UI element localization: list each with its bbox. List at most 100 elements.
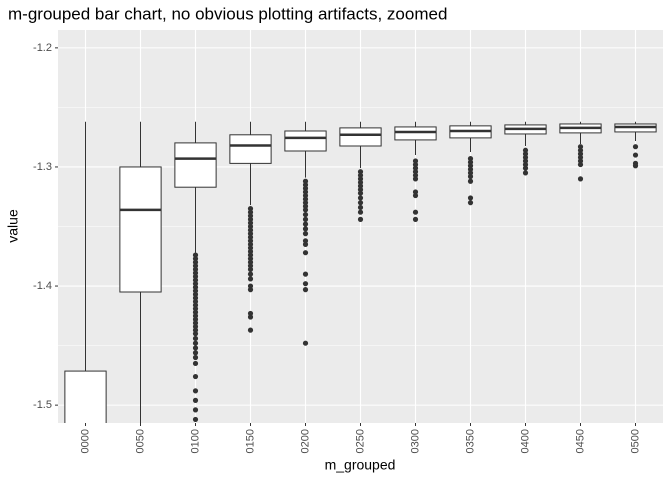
outlier (412, 161, 419, 168)
outlier (192, 291, 199, 297)
outlier (357, 186, 364, 193)
outlier (577, 144, 584, 150)
outlier (192, 302, 199, 308)
outlier (522, 170, 529, 176)
outlier (192, 345, 199, 351)
outlier (412, 189, 419, 195)
outlier (522, 161, 529, 168)
x-tick-label: 0250 (354, 429, 366, 453)
outlier (302, 185, 309, 191)
outlier (467, 166, 474, 172)
box (339, 127, 382, 147)
x-tick-label: 0450 (574, 429, 586, 453)
outlier (192, 316, 199, 322)
axes: -1.5 -1.4 -1.3 -1.2 0000 0050 0100 0150 0200 0250… (33, 42, 641, 454)
x-tick-label: 0400 (519, 429, 531, 453)
outlier (247, 263, 254, 269)
x-tick-label: 0100 (189, 429, 201, 453)
outlier (192, 397, 199, 403)
outlier (577, 147, 584, 153)
marks (64, 121, 657, 423)
x-tick-label: 0300 (409, 429, 421, 453)
outlier (302, 238, 309, 244)
outlier (577, 151, 584, 157)
outlier (522, 165, 529, 171)
outlier (247, 287, 254, 293)
outlier (632, 144, 639, 150)
outlier (357, 204, 364, 211)
outlier (357, 200, 364, 206)
outlier (357, 172, 364, 178)
outlier (357, 190, 364, 196)
outlier (192, 284, 199, 290)
outlier (192, 295, 199, 301)
outlier (192, 259, 199, 265)
outlier (577, 176, 584, 182)
y-tick-label: -1.3 (33, 161, 52, 173)
box (119, 166, 162, 293)
outlier (302, 250, 309, 256)
outlier (192, 277, 199, 283)
outlier (357, 179, 364, 186)
outlier (357, 195, 364, 201)
outlier (302, 182, 309, 188)
outlier (247, 220, 254, 226)
outlier (192, 256, 199, 262)
outlier (247, 266, 254, 272)
box (229, 134, 272, 164)
outlier (467, 178, 474, 184)
outlier (247, 245, 254, 251)
outlier (412, 216, 419, 222)
outlier (412, 176, 419, 182)
outlier (247, 213, 254, 219)
outlier (467, 163, 474, 169)
outlier (302, 207, 309, 213)
x-axis-title: m_grouped (325, 457, 396, 473)
outlier (302, 241, 309, 247)
outlier (192, 350, 199, 356)
outlier (192, 252, 199, 258)
outlier (467, 173, 474, 180)
outlier (192, 388, 199, 394)
outlier (192, 373, 199, 380)
outlier (247, 283, 254, 289)
outlier (192, 270, 199, 276)
outlier (522, 158, 529, 164)
outlier (467, 159, 474, 165)
outlier (522, 147, 529, 153)
outlier (412, 192, 419, 199)
outlier (302, 192, 309, 199)
box (64, 370, 107, 423)
outlier (247, 231, 254, 237)
chart-title: m-grouped bar chart, no obvious plotting… (8, 4, 447, 23)
outlier (412, 172, 419, 178)
outlier (412, 165, 419, 171)
outlier (522, 151, 529, 157)
outlier (302, 200, 309, 206)
box (284, 130, 327, 152)
outlier (192, 288, 199, 294)
outlier (522, 154, 529, 161)
x-tick-label: 0350 (464, 429, 476, 453)
outlier (302, 178, 309, 184)
outlier (192, 281, 199, 287)
outlier (192, 306, 199, 312)
outlier (357, 183, 364, 189)
x-tick-label: 0150 (244, 429, 256, 453)
outlier (357, 169, 364, 175)
outlier (192, 309, 199, 315)
outlier (467, 195, 474, 201)
outlier (247, 234, 254, 240)
outlier (412, 209, 419, 215)
outlier (192, 273, 199, 280)
outlier (412, 169, 419, 175)
outlier (192, 263, 199, 269)
outlier (247, 238, 254, 244)
box (394, 126, 437, 141)
outlier (192, 416, 199, 423)
outlier (247, 216, 254, 222)
x-tick-label: 0500 (629, 429, 641, 453)
outlier (467, 170, 474, 176)
y-tick-label: -1.2 (33, 42, 52, 54)
outlier (357, 209, 364, 215)
